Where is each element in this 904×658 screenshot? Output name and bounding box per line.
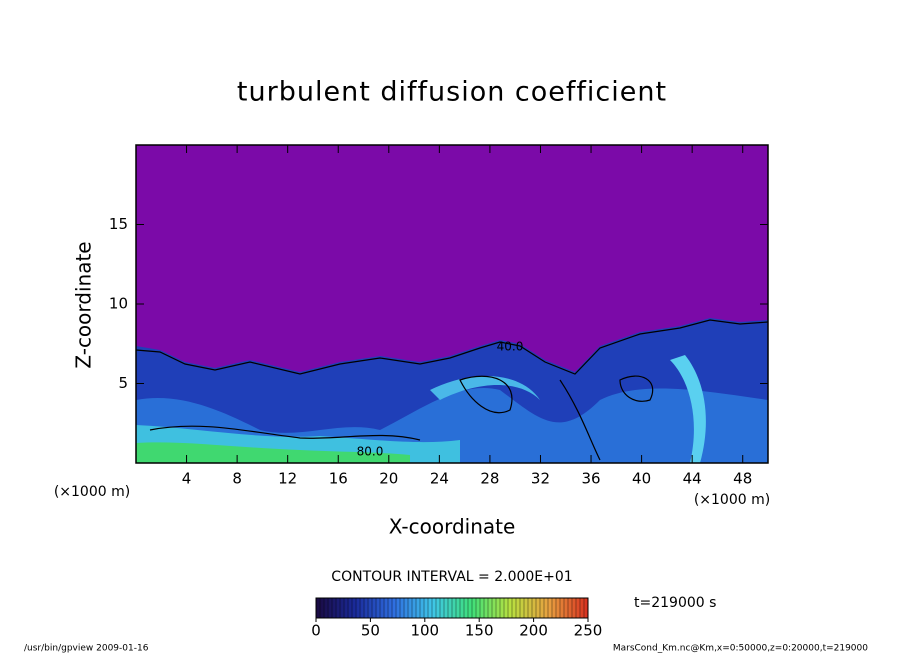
contour-interval: CONTOUR INTERVAL = 2.000E+01 xyxy=(331,569,572,585)
x-tick-label: 40 xyxy=(632,470,651,488)
colorbar-tick-label: 150 xyxy=(465,622,494,640)
x-tick-label: 28 xyxy=(480,470,499,488)
field-region xyxy=(670,355,706,463)
x-tick-label: 16 xyxy=(329,470,348,488)
contours xyxy=(136,319,768,461)
y-tick-label: 5 xyxy=(118,374,128,392)
colorbar-tick-label: 50 xyxy=(361,622,380,640)
colorbar-tick-label: 250 xyxy=(574,622,603,640)
footer-left: /usr/bin/gpview 2009-01-16 xyxy=(24,644,149,654)
x-tick-label: 44 xyxy=(683,470,702,488)
x-tick-label: 36 xyxy=(581,470,600,488)
x-tick-label: 8 xyxy=(232,470,242,488)
x-tick-label: 32 xyxy=(531,470,550,488)
field-region xyxy=(136,442,410,463)
x-tick-label: 24 xyxy=(430,470,449,488)
colorbar-tick-label: 200 xyxy=(519,622,548,640)
x-unit: (×1000 m) xyxy=(694,492,770,508)
x-axis-label: X-coordinate xyxy=(389,515,516,539)
x-tick-label: 12 xyxy=(278,470,297,488)
field-region xyxy=(430,376,540,400)
footer-right: MarsCond_Km.nc@Km,x=0:50000,z=0:20000,t=… xyxy=(613,644,868,654)
y-tick-label: 15 xyxy=(109,215,128,233)
colorbar-tick-label: 100 xyxy=(410,622,439,640)
x-tick-label: 20 xyxy=(379,470,398,488)
contour-label: 80.0 xyxy=(357,445,384,459)
y-axis-label: Z-coordinate xyxy=(72,241,96,368)
y-unit: (×1000 m) xyxy=(54,484,130,500)
colorbar-tick-label: 0 xyxy=(311,622,321,640)
y-tick-label: 10 xyxy=(109,295,128,313)
x-tick-label: 48 xyxy=(733,470,752,488)
contour-label: 40.0 xyxy=(497,340,524,354)
field xyxy=(136,145,768,463)
time-label: t=219000 s xyxy=(634,595,716,611)
chart-title: turbulent diffusion coefficient xyxy=(237,77,667,108)
x-tick-label: 4 xyxy=(182,470,192,488)
